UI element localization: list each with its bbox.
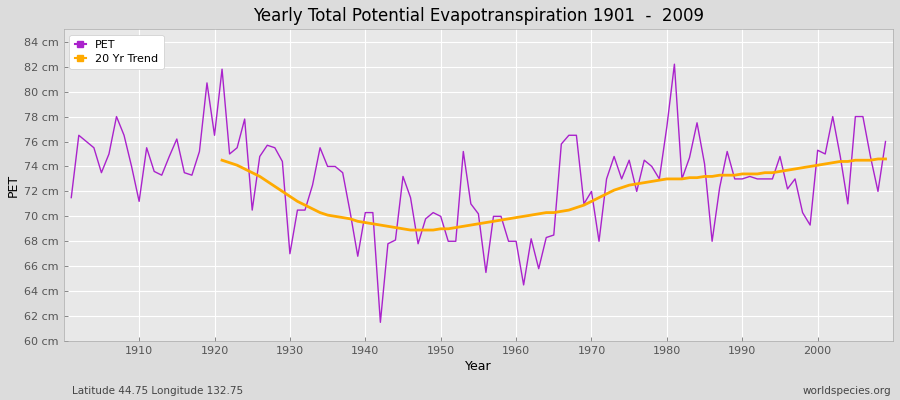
20 Yr Trend	[880, 156, 891, 161]
Title: Yearly Total Potential Evapotranspiration 1901  -  2009: Yearly Total Potential Evapotranspiratio…	[253, 7, 704, 25]
Line: 20 Yr Trend: 20 Yr Trend	[222, 159, 886, 230]
PET	[292, 208, 302, 212]
Text: Latitude 44.75 Longitude 132.75: Latitude 44.75 Longitude 132.75	[72, 386, 243, 396]
PET	[126, 164, 137, 169]
20 Yr Trend	[300, 203, 310, 208]
PET	[880, 139, 891, 144]
PET	[669, 62, 680, 66]
Line: PET: PET	[71, 64, 886, 322]
20 Yr Trend	[563, 208, 574, 212]
20 Yr Trend	[873, 156, 884, 161]
PET	[66, 195, 77, 200]
PET	[518, 282, 529, 287]
20 Yr Trend	[284, 194, 295, 199]
20 Yr Trend	[353, 219, 364, 224]
20 Yr Trend	[217, 158, 228, 163]
Legend: PET, 20 Yr Trend: PET, 20 Yr Trend	[69, 35, 164, 69]
Text: worldspecies.org: worldspecies.org	[803, 386, 891, 396]
PET	[338, 170, 348, 175]
Y-axis label: PET: PET	[7, 174, 20, 197]
20 Yr Trend	[813, 163, 824, 168]
20 Yr Trend	[481, 220, 491, 225]
PET	[608, 154, 619, 159]
X-axis label: Year: Year	[465, 360, 491, 373]
20 Yr Trend	[405, 228, 416, 232]
PET	[510, 239, 521, 244]
PET	[375, 320, 386, 325]
